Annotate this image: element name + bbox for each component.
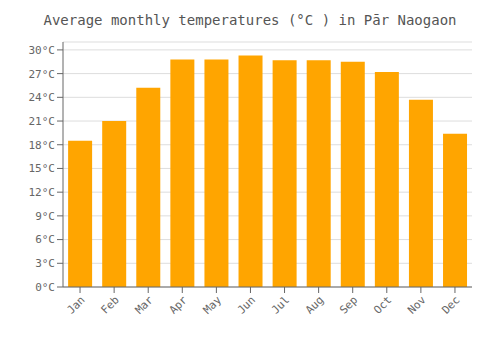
- svg-text:27°C: 27°C: [29, 68, 56, 81]
- svg-text:21°C: 21°C: [29, 115, 56, 128]
- svg-text:15°C: 15°C: [29, 162, 56, 175]
- svg-text:Feb: Feb: [99, 293, 122, 316]
- svg-text:Nov: Nov: [405, 293, 429, 317]
- svg-text:9°C: 9°C: [35, 210, 55, 223]
- svg-text:0°C: 0°C: [35, 281, 55, 294]
- svg-text:18°C: 18°C: [29, 139, 56, 152]
- svg-text:Oct: Oct: [371, 293, 394, 316]
- svg-text:Jan: Jan: [64, 293, 87, 316]
- svg-text:Apr: Apr: [167, 293, 191, 317]
- svg-text:6°C: 6°C: [35, 233, 55, 246]
- svg-text:Dec: Dec: [439, 293, 462, 316]
- svg-text:Jul: Jul: [269, 293, 292, 316]
- svg-text:Jun: Jun: [235, 293, 258, 316]
- svg-text:Aug: Aug: [303, 293, 326, 316]
- svg-text:24°C: 24°C: [29, 91, 56, 104]
- svg-text:3°C: 3°C: [35, 257, 55, 270]
- svg-text:12°C: 12°C: [29, 186, 56, 199]
- svg-text:Mar: Mar: [133, 293, 157, 317]
- svg-text:30°C: 30°C: [29, 44, 56, 57]
- svg-text:Sep: Sep: [337, 293, 360, 316]
- svg-text:May: May: [201, 293, 225, 317]
- html-text:Average monthly temperatures (: Average monthly temperatures (°C ) in Pā…: [43, 12, 457, 28]
